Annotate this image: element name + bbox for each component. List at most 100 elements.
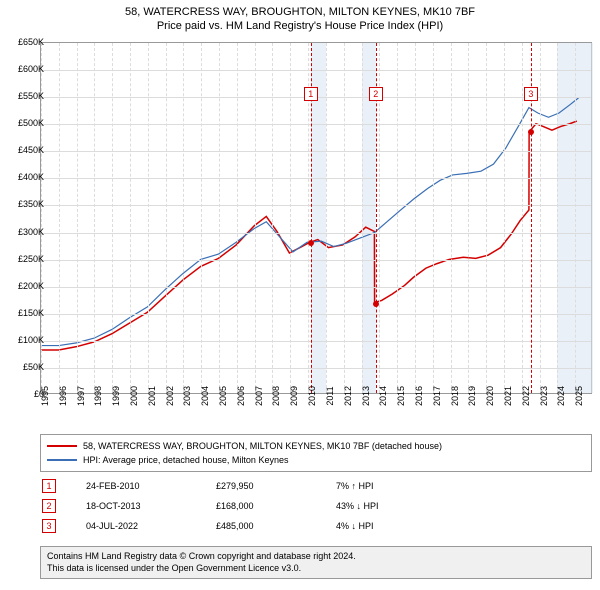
gridline-h (41, 341, 591, 342)
gridline-v (540, 43, 541, 393)
xtick-label: 2019 (467, 386, 477, 406)
gridline-v (397, 43, 398, 393)
ytick-label: £400K (18, 172, 44, 182)
xtick-label: 2016 (414, 386, 424, 406)
gridline-v (112, 43, 113, 393)
ytick-label: £250K (18, 254, 44, 264)
xtick-label: 2015 (396, 386, 406, 406)
gridline-v (272, 43, 273, 393)
series-line-hpi (41, 98, 579, 346)
tx-marker-box: 1 (304, 87, 318, 101)
xtick-label: 2021 (503, 386, 513, 406)
xtick-label: 2001 (147, 386, 157, 406)
ytick-label: £600K (18, 64, 44, 74)
gridline-v (522, 43, 523, 393)
tx-point-dot (308, 240, 314, 246)
gridline-v (290, 43, 291, 393)
gridline-h (41, 151, 591, 152)
gridline-h (41, 368, 591, 369)
legend-box: 58, WATERCRESS WAY, BROUGHTON, MILTON KE… (40, 434, 592, 472)
gridline-v (183, 43, 184, 393)
gridline-h (41, 178, 591, 179)
tx-pct: 4% ↓ HPI (336, 521, 466, 531)
xtick-label: 1996 (58, 386, 68, 406)
tx-price: £279,950 (216, 481, 336, 491)
ytick-label: £550K (18, 91, 44, 101)
footer-line1: Contains HM Land Registry data © Crown c… (47, 551, 585, 563)
xtick-label: 2013 (361, 386, 371, 406)
chart-plot-area: 1 2 3 (40, 42, 592, 394)
xtick-label: 2003 (182, 386, 192, 406)
xtick-label: 2008 (271, 386, 281, 406)
xtick-label: 2010 (307, 386, 317, 406)
ytick-label: £300K (18, 227, 44, 237)
legend-label-property: 58, WATERCRESS WAY, BROUGHTON, MILTON KE… (83, 441, 442, 451)
xtick-label: 2000 (129, 386, 139, 406)
tx-row: 1 24-FEB-2010£279,9507% ↑ HPI (40, 476, 592, 496)
gridline-h (41, 70, 591, 71)
ytick-label: £450K (18, 145, 44, 155)
gridline-v (237, 43, 238, 393)
tx-marker-box: 2 (369, 87, 383, 101)
xtick-label: 2004 (200, 386, 210, 406)
gridline-v (504, 43, 505, 393)
tx-num-box: 3 (42, 519, 56, 533)
gridline-v (94, 43, 95, 393)
gridline-h (41, 233, 591, 234)
chart-title-line2: Price paid vs. HM Land Registry's House … (0, 20, 600, 32)
tx-point-dot (373, 301, 379, 307)
xtick-label: 2005 (218, 386, 228, 406)
tx-pct: 7% ↑ HPI (336, 481, 466, 491)
gridline-v (77, 43, 78, 393)
gridline-h (41, 260, 591, 261)
gridline-h (41, 287, 591, 288)
legend-swatch-property (47, 445, 77, 447)
xtick-label: 2014 (378, 386, 388, 406)
gridline-v (148, 43, 149, 393)
xtick-label: 2025 (574, 386, 584, 406)
ytick-label: £150K (18, 308, 44, 318)
tx-marker-box: 3 (524, 87, 538, 101)
gridline-h (41, 205, 591, 206)
legend-label-hpi: HPI: Average price, detached house, Milt… (83, 455, 288, 465)
gridline-v (362, 43, 363, 393)
gridline-v (486, 43, 487, 393)
gridline-v (219, 43, 220, 393)
gridline-v (415, 43, 416, 393)
xtick-label: 1998 (93, 386, 103, 406)
tx-price: £168,000 (216, 501, 336, 511)
xtick-label: 2002 (165, 386, 175, 406)
gridline-v (255, 43, 256, 393)
xtick-label: 1999 (111, 386, 121, 406)
gridline-h (41, 314, 591, 315)
xtick-label: 2011 (325, 386, 335, 405)
tx-price: £485,000 (216, 521, 336, 531)
tx-num-box: 1 (42, 479, 56, 493)
ytick-label: £350K (18, 199, 44, 209)
footer-box: Contains HM Land Registry data © Crown c… (40, 546, 592, 579)
xtick-label: 2006 (236, 386, 246, 406)
tx-row: 218-OCT-2013£168,00043% ↓ HPI (40, 496, 592, 516)
xtick-label: 2007 (254, 386, 264, 406)
tx-pct: 43% ↓ HPI (336, 501, 466, 511)
gridline-v (59, 43, 60, 393)
gridline-v (575, 43, 576, 393)
tx-date: 24-FEB-2010 (86, 481, 216, 491)
xtick-label: 2018 (450, 386, 460, 406)
xtick-label: 2017 (432, 386, 442, 406)
xtick-label: 1997 (76, 386, 86, 406)
gridline-v (130, 43, 131, 393)
tx-point-dot (528, 129, 534, 135)
gridline-v (451, 43, 452, 393)
gridline-v (468, 43, 469, 393)
ytick-label: £50K (23, 362, 44, 372)
xtick-label: 2020 (485, 386, 495, 406)
transaction-table: 1 24-FEB-2010£279,9507% ↑ HPI 218-OCT-2013… (40, 476, 592, 536)
legend-row-hpi: HPI: Average price, detached house, Milt… (47, 453, 585, 467)
ytick-label: £500K (18, 118, 44, 128)
chart-title-line1: 58, WATERCRESS WAY, BROUGHTON, MILTON KE… (0, 6, 600, 18)
xtick-label: 2012 (343, 386, 353, 406)
tx-row: 304-JUL-2022£485,0004% ↓ HPI (40, 516, 592, 536)
gridline-v (201, 43, 202, 393)
ytick-label: £650K (18, 37, 44, 47)
